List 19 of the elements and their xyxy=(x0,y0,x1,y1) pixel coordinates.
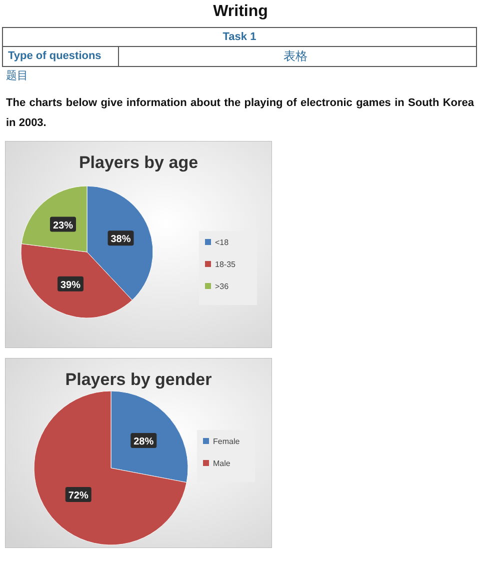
legend-label: <18 xyxy=(215,238,230,247)
text: 表格 xyxy=(282,48,308,65)
data-label: 28% xyxy=(134,436,154,448)
legend-label: >36 xyxy=(215,282,230,291)
data-label: 38% xyxy=(110,234,131,246)
data-label: 39% xyxy=(60,280,81,291)
text: Task 1 xyxy=(2,27,477,47)
text: The charts below give information about the playing of electronic games in South Korea in 2003. xyxy=(6,96,474,131)
data-label: 72% xyxy=(68,490,88,502)
legend-label: Male xyxy=(213,459,231,468)
legend-label: 18-35 xyxy=(215,260,236,269)
data-label: 23% xyxy=(52,220,74,232)
text: Writing xyxy=(212,3,269,21)
legend-label: Female xyxy=(213,437,240,446)
text: 题目 xyxy=(6,69,28,83)
text: Type of questions xyxy=(3,47,119,66)
pie-slice xyxy=(34,390,187,546)
chart-title: Players by age xyxy=(78,153,198,172)
chart-title: Players by gender xyxy=(65,370,212,389)
